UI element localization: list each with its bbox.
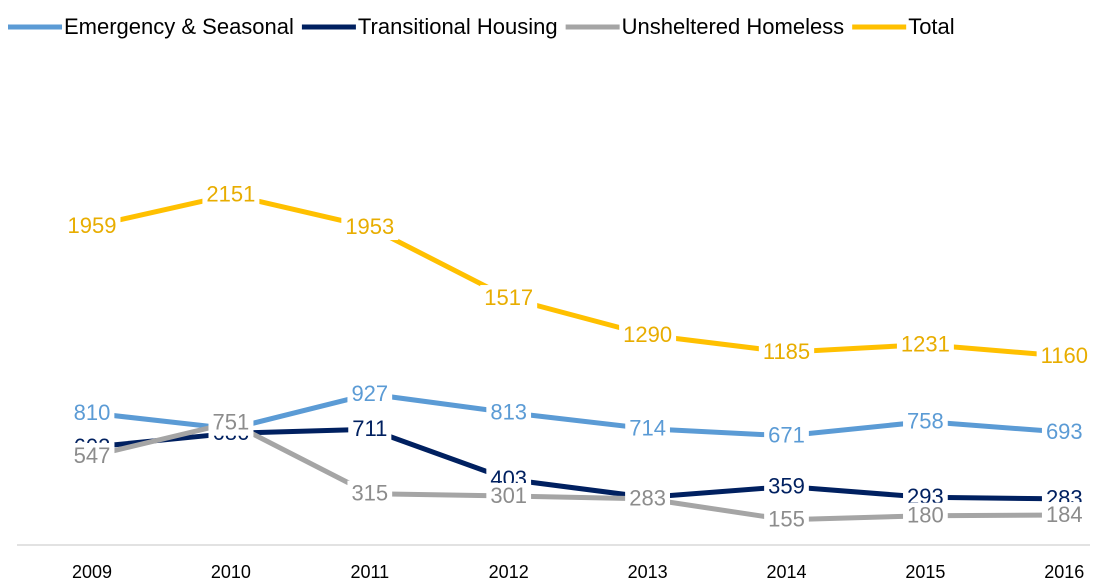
data-label-bg	[625, 415, 670, 442]
data-label-text: 301	[490, 483, 527, 508]
data-label-text: 180	[907, 503, 944, 528]
data-label-text: 1959	[68, 213, 117, 238]
data-label: 693	[1041, 419, 1087, 446]
data-label: 1953	[341, 214, 399, 241]
data-label-bg	[63, 213, 121, 240]
data-label-bg	[347, 480, 393, 507]
data-label: 180	[903, 503, 948, 529]
legend-label: Unsheltered Homeless	[622, 14, 845, 39]
data-label-bg	[202, 181, 260, 208]
data-label-text: 1517	[484, 285, 533, 310]
x-tick-label: 2013	[628, 562, 668, 582]
series-line	[91, 420, 1065, 523]
data-label-bg	[896, 331, 954, 358]
x-tick-label: 2014	[766, 562, 806, 582]
data-label-bg	[486, 482, 532, 509]
data-label-text: 1160	[1041, 343, 1088, 368]
series-line	[91, 391, 1065, 439]
legend-label: Emergency & Seasonal	[64, 14, 294, 39]
data-label-text: 751	[213, 410, 250, 435]
data-label-text: 810	[74, 400, 111, 425]
x-tick-label: 2010	[211, 562, 251, 582]
data-label: 1185	[758, 339, 815, 366]
data-label-text: 1953	[345, 214, 394, 239]
data-label-text: 155	[768, 507, 805, 532]
data-label: 711	[348, 416, 392, 443]
data-label: 1959	[63, 213, 121, 240]
data-label-bg	[1041, 502, 1087, 529]
data-label: 671	[764, 423, 809, 449]
data-label-bg	[903, 408, 948, 435]
data-label: 547	[69, 442, 115, 469]
data-label-bg	[764, 473, 809, 500]
data-label-text: 2151	[206, 182, 255, 207]
data-label-text: 283	[629, 486, 666, 511]
data-label: 1517	[480, 285, 538, 312]
x-tick-label: 2011	[350, 562, 389, 582]
legend-label: Total	[908, 14, 954, 39]
x-tick-label: 2015	[905, 562, 945, 582]
data-label-bg	[1036, 343, 1092, 370]
data-label-text: 813	[490, 399, 527, 424]
data-label-bg	[764, 506, 809, 533]
data-label-bg	[347, 381, 393, 408]
data-label-bg	[208, 409, 254, 436]
x-tick-label: 2012	[489, 562, 529, 582]
data-label-bg	[758, 339, 815, 366]
data-label-text: 711	[352, 416, 387, 441]
data-label-text: 693	[1046, 419, 1083, 444]
data-label-text: 758	[907, 408, 944, 433]
data-label-bg	[480, 285, 538, 312]
data-label-text: 315	[351, 481, 388, 506]
data-label: 758	[903, 408, 948, 435]
data-label-bg	[341, 214, 399, 241]
data-label-bg	[69, 400, 115, 427]
data-label: 315	[347, 480, 393, 507]
data-label: 813	[486, 399, 532, 426]
data-label: 1231	[896, 331, 954, 358]
data-label: 2151	[202, 181, 260, 208]
data-label-bg	[348, 416, 392, 443]
data-label: 359	[764, 473, 809, 500]
data-label: 714	[625, 416, 670, 442]
data-label-text: 1185	[763, 339, 810, 364]
x-tick-label: 2009	[72, 562, 112, 582]
data-label-text: 1231	[901, 331, 950, 356]
data-label-text: 714	[629, 416, 666, 441]
data-label-bg	[619, 321, 677, 348]
data-label: 184	[1041, 502, 1087, 529]
data-label-bg	[69, 442, 115, 469]
data-label-text: 1290	[623, 322, 672, 347]
legend-label: Transitional Housing	[358, 14, 558, 39]
data-label: 927	[347, 381, 393, 408]
data-label: 155	[764, 507, 809, 533]
data-label-bg	[625, 485, 670, 512]
data-label-bg	[486, 399, 532, 426]
data-label-bg	[903, 502, 948, 529]
data-label: 301	[486, 482, 532, 509]
data-label: 283	[625, 486, 670, 512]
data-label-text: 671	[768, 423, 805, 448]
data-label-text: 359	[768, 473, 805, 498]
data-label-text: 547	[74, 443, 111, 468]
data-label: 810	[69, 400, 115, 427]
data-label-text: 927	[351, 381, 388, 406]
data-label-bg	[1041, 419, 1087, 446]
x-tick-label: 2016	[1044, 562, 1084, 582]
data-label: 751	[208, 409, 254, 436]
data-label-bg	[764, 422, 809, 449]
data-label: 1160	[1036, 343, 1092, 370]
data-label-text: 184	[1046, 502, 1083, 527]
data-label: 1290	[619, 321, 677, 348]
